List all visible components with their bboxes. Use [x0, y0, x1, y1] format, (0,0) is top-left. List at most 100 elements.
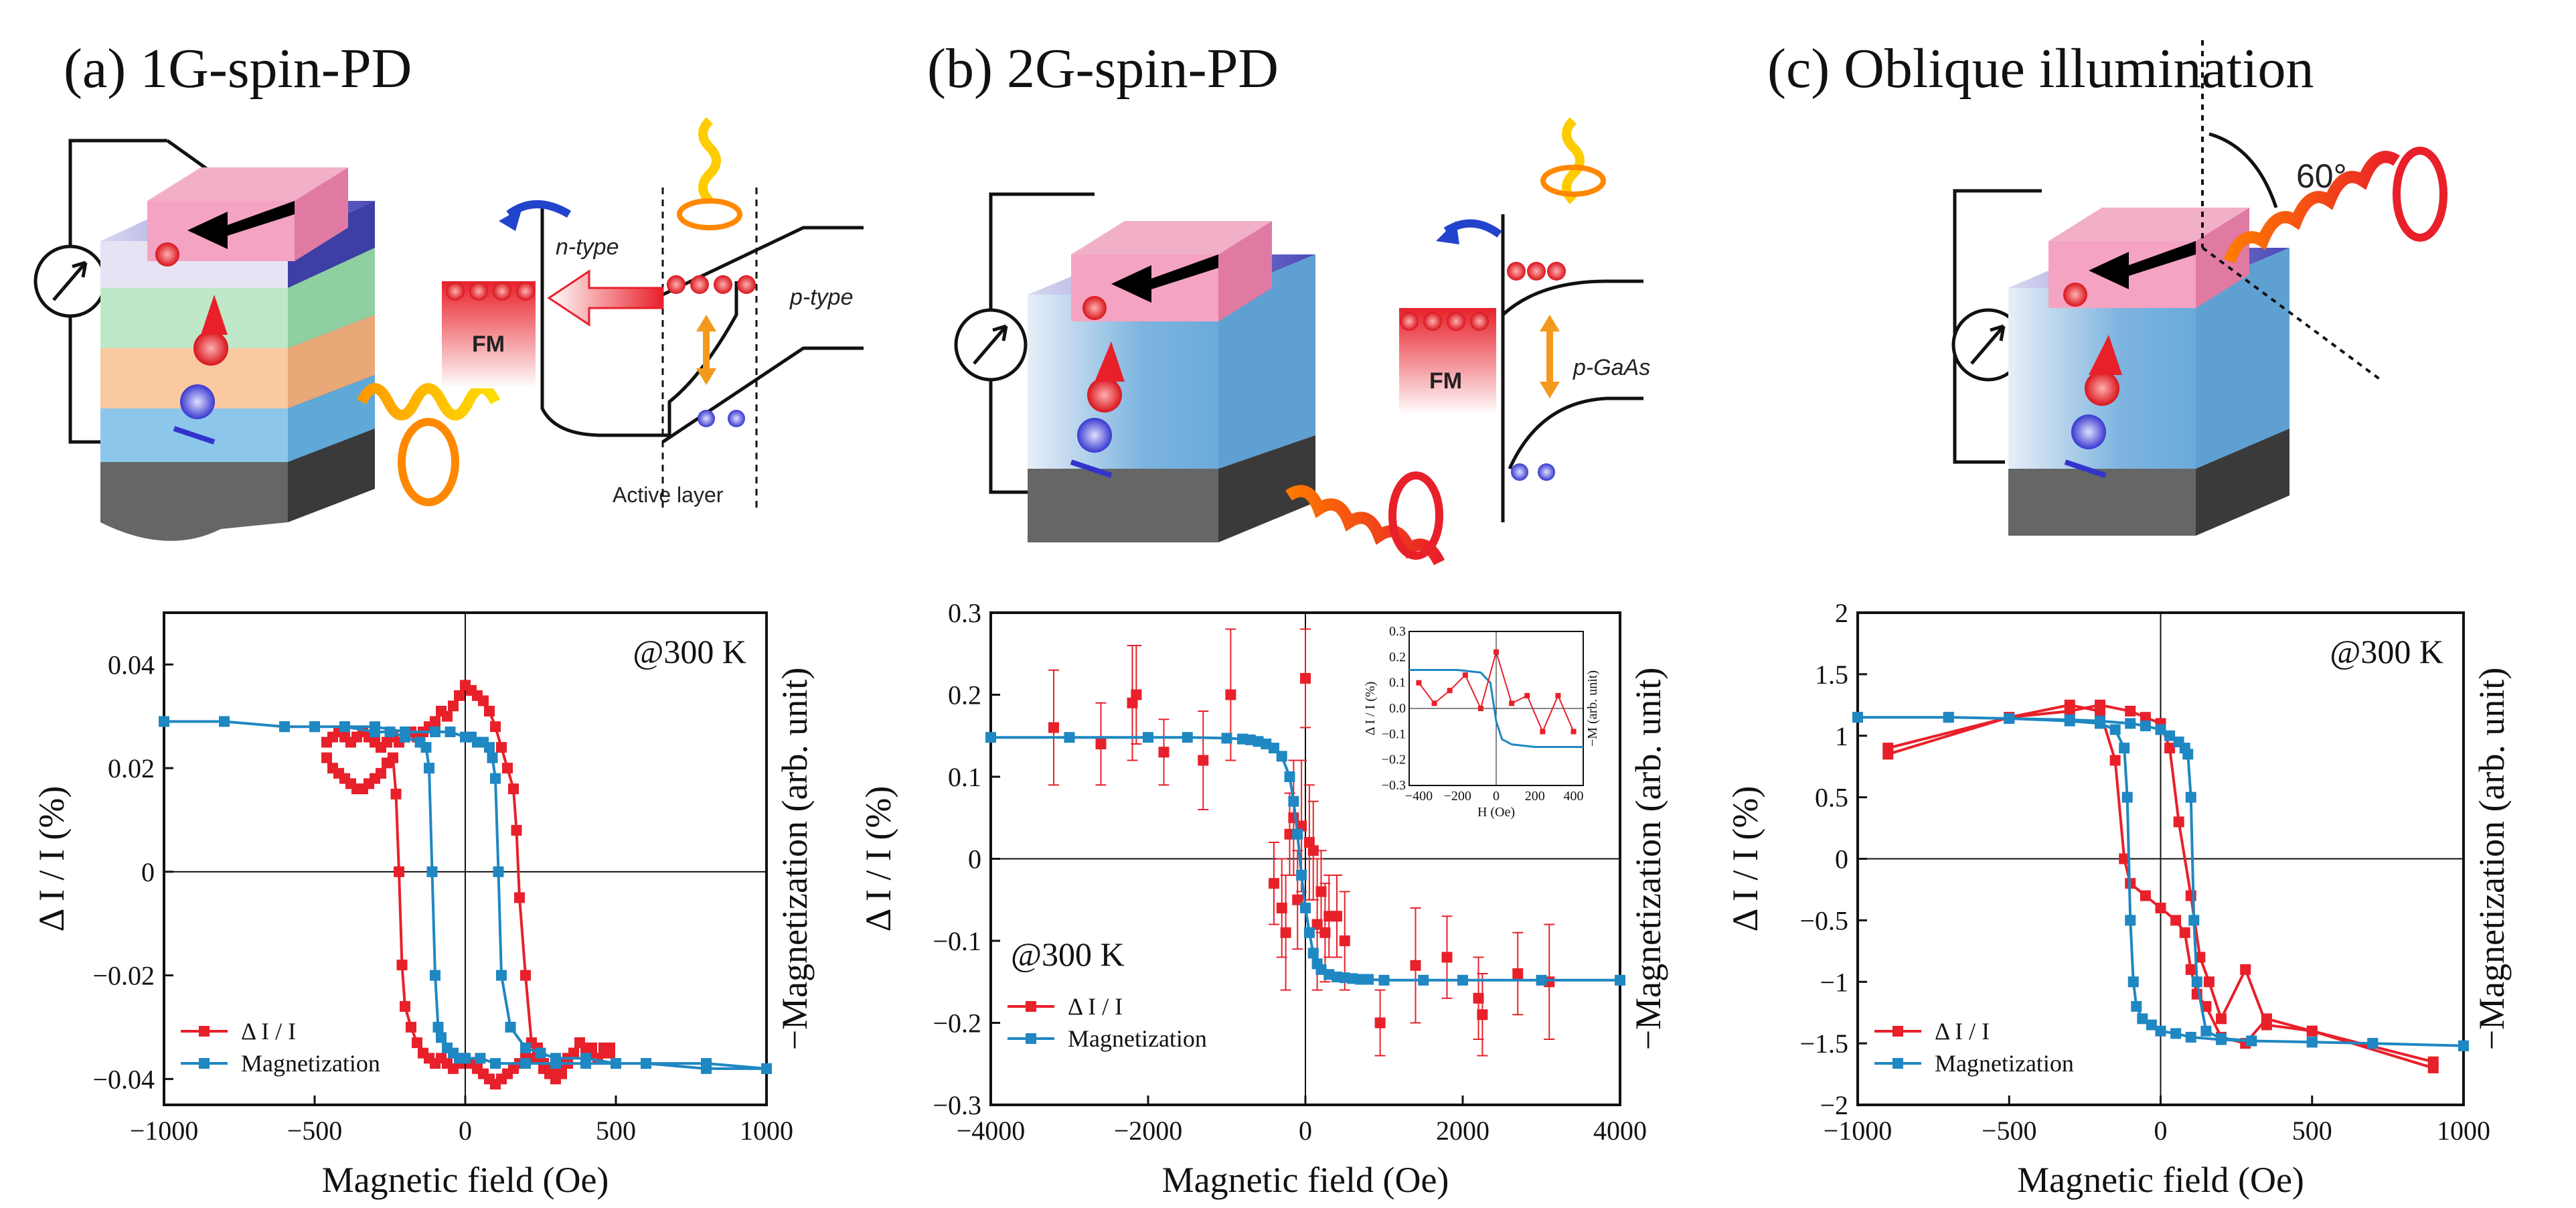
data-point	[502, 763, 513, 774]
y-tick-label: −0.1	[933, 926, 981, 956]
inset-point	[1524, 692, 1530, 698]
data-point	[2064, 714, 2075, 725]
light-wave-icon	[2223, 151, 2400, 264]
data-point	[420, 742, 432, 753]
data-point	[1280, 927, 1291, 938]
data-point	[1225, 689, 1236, 700]
data-point	[520, 1058, 531, 1069]
data-point	[1457, 974, 1468, 986]
data-point	[2125, 915, 2136, 926]
data-point	[436, 1032, 447, 1043]
y-tick-label: −0.5	[1799, 905, 1848, 935]
data-point	[2179, 927, 2190, 938]
data-point	[460, 1053, 471, 1064]
data-point	[2200, 1001, 2212, 1012]
inset-x-tick-label: 200	[1525, 789, 1545, 804]
data-point	[611, 1058, 621, 1069]
legend-marker	[199, 1026, 210, 1037]
data-point	[701, 1058, 712, 1069]
data-point	[1276, 903, 1287, 913]
x-axis-label: Magnetic field (Oe)	[2017, 1160, 2304, 1200]
x-tick-label: −500	[287, 1116, 343, 1146]
data-point	[1182, 732, 1193, 743]
n-type-label: n-type	[556, 234, 619, 260]
schematic-b: FM p-GaAs	[954, 117, 1650, 566]
temperature-annotation: @300 K	[2330, 633, 2443, 670]
data-point	[1198, 755, 1209, 766]
inset-chart: −400 −200 0 200 400 −0.3 −0.2 −0.1 0.0 0.1 0.2 0.3 H…	[1363, 624, 1600, 820]
magnetization-arrow-icon	[187, 201, 295, 249]
x-tick-label: −2000	[1114, 1116, 1183, 1146]
data-point	[538, 1063, 549, 1074]
data-point	[394, 866, 404, 877]
data-point	[1615, 974, 1625, 986]
panel-b-title: (b) 2G-spin-PD	[927, 37, 1279, 100]
data-point	[2004, 713, 2015, 725]
data-point	[1296, 870, 1307, 881]
data-point	[487, 752, 498, 763]
data-point	[2140, 721, 2151, 732]
data-point	[1296, 820, 1307, 832]
data-point	[400, 1001, 410, 1012]
p-type-label: p-type	[789, 285, 854, 310]
y-tick-label: 1.5	[1815, 660, 1848, 690]
inset-y-tick-label: 0.2	[1389, 650, 1406, 664]
fm-label-b: FM	[1429, 368, 1462, 394]
data-point	[2427, 1056, 2439, 1067]
x-axis-label: Magnetic field (Oe)	[1162, 1160, 1449, 1200]
panel-c-title: (c) Oblique illumination	[1767, 37, 2314, 100]
legend-label: Magnetization	[241, 1050, 380, 1077]
x-tick-label: 1000	[740, 1116, 793, 1146]
data-point	[475, 1053, 486, 1064]
data-point	[321, 737, 332, 748]
chart-1: −4000 −2000 0 2000 4000−0.3−0.2−0.100.10.20.…	[858, 598, 1668, 1200]
data-point	[1303, 927, 1315, 938]
inset-x-tick-label: 400	[1564, 789, 1584, 804]
data-point	[1512, 968, 1524, 979]
y-axis-label-left: Δ I / I (%)	[858, 786, 898, 932]
data-point	[580, 1053, 591, 1064]
light-wave-icon	[356, 383, 501, 421]
y-tick-label: 1	[1835, 721, 1848, 751]
series-magnetization	[1852, 712, 2469, 1051]
data-point	[1332, 911, 1342, 922]
temperature-annotation: @300 K	[1011, 935, 1125, 973]
data-point	[1441, 952, 1453, 963]
data-point	[1339, 935, 1350, 946]
y-tick-label: 0.2	[948, 680, 981, 710]
y-tick-label: 0.04	[108, 650, 155, 680]
data-point	[2164, 730, 2176, 741]
data-point	[2246, 1035, 2257, 1047]
inset-y-tick-label: −0.1	[1382, 727, 1406, 741]
p-gaas-label: p-GaAs	[1573, 355, 1650, 380]
data-point	[432, 1021, 444, 1033]
data-point	[1143, 732, 1153, 743]
data-point	[396, 960, 408, 971]
data-point	[1292, 894, 1303, 905]
legend-label: Magnetization	[1935, 1050, 2074, 1077]
data-point	[1095, 739, 1107, 749]
x-tick-label: −1000	[130, 1116, 199, 1146]
data-point	[1292, 828, 1303, 840]
data-point	[430, 726, 440, 737]
data-point	[511, 824, 522, 836]
x-tick-label: 500	[2292, 1116, 2332, 1146]
data-point	[2216, 1013, 2227, 1025]
data-point	[1307, 845, 1319, 856]
data-point	[309, 721, 320, 733]
inset-point	[1447, 688, 1453, 694]
y-axis-label-right: −Magnetization (arb. unit)	[2472, 668, 2512, 1051]
data-point	[490, 1058, 501, 1069]
data-point	[1269, 878, 1279, 889]
data-point	[2140, 712, 2151, 723]
data-point	[514, 892, 525, 903]
data-point	[424, 763, 434, 774]
data-point	[400, 726, 410, 737]
data-point	[412, 1037, 422, 1049]
inset-point	[1571, 729, 1577, 735]
series-delta	[1048, 628, 1555, 1057]
data-point	[460, 680, 471, 691]
schematic-c: 60°	[1951, 40, 2447, 536]
y-axis-label-left: Δ I / I (%)	[31, 786, 72, 932]
inset-point	[1477, 706, 1483, 711]
